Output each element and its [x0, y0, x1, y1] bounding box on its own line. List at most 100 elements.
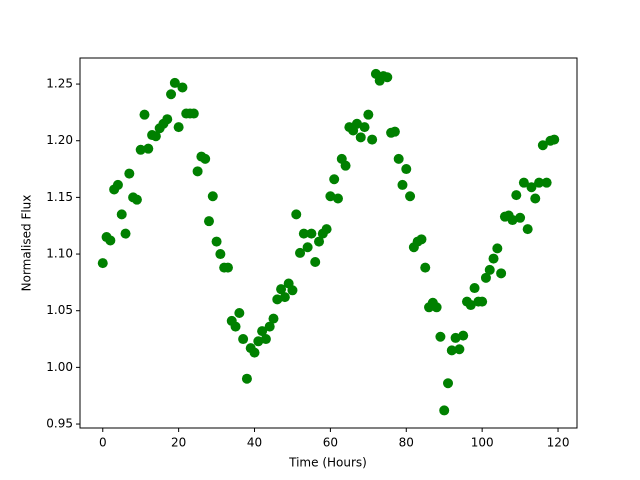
scatter-point: [389, 126, 400, 137]
scatter-point: [287, 285, 298, 296]
scatter-point: [484, 264, 495, 275]
scatter-point: [211, 236, 222, 247]
scatter-point: [534, 177, 545, 188]
y-tick-label: 1.05: [46, 303, 73, 317]
scatter-point: [302, 242, 313, 253]
scatter-point: [446, 345, 457, 356]
scatter-point: [188, 108, 199, 119]
x-tick-label: 40: [247, 436, 262, 450]
scatter-point: [120, 228, 131, 239]
scatter-point: [332, 193, 343, 204]
y-tick-label: 0.95: [46, 417, 73, 431]
y-tick-label: 1.25: [46, 77, 73, 91]
scatter-point: [143, 143, 154, 154]
scatter-point: [177, 82, 188, 93]
scatter-point: [351, 118, 362, 129]
scatter-point: [405, 191, 416, 202]
x-tick-label: 0: [99, 436, 107, 450]
scatter-point: [200, 153, 211, 164]
scatter-point: [291, 209, 302, 220]
scatter-point: [112, 179, 123, 190]
scatter-point: [306, 228, 317, 239]
scatter-point: [435, 331, 446, 342]
scatter-point: [439, 405, 450, 416]
scatter-point: [416, 234, 427, 245]
scatter-point: [420, 262, 431, 273]
scatter-point: [469, 283, 480, 294]
scatter-point: [215, 249, 226, 260]
scatter-point: [541, 177, 552, 188]
scatter-point: [234, 307, 245, 318]
scatter-point: [465, 300, 476, 311]
scatter-point: [515, 212, 526, 223]
scatter-point: [325, 191, 336, 202]
scatter-point: [431, 302, 442, 313]
x-tick-label: 20: [171, 436, 186, 450]
x-axis-label: Time (Hours): [288, 456, 367, 470]
scatter-point: [480, 272, 491, 283]
scatter-point: [253, 336, 264, 347]
scatter-point: [507, 215, 518, 226]
scatter-point: [477, 296, 488, 307]
scatter-point: [166, 89, 177, 100]
scatter-point: [203, 216, 214, 227]
scatter-point: [367, 134, 378, 145]
scatter-point: [518, 177, 529, 188]
scatter-point: [458, 330, 469, 341]
scatter-point: [116, 209, 127, 220]
scatter-point: [492, 243, 503, 254]
scatter-point: [105, 235, 116, 246]
scatter-point: [249, 347, 260, 358]
scatter-point: [260, 334, 271, 345]
scatter-point: [135, 144, 146, 155]
scatter-point: [241, 373, 252, 384]
x-tick-label: 60: [323, 436, 338, 450]
scatter-point: [488, 253, 499, 264]
scatter-point: [162, 114, 173, 125]
scatter-point: [295, 247, 306, 258]
scatter-point: [454, 344, 465, 355]
scatter-point: [511, 190, 522, 201]
scatter-point: [264, 321, 275, 332]
scatter-point: [537, 140, 548, 151]
x-tick-label: 120: [547, 436, 570, 450]
y-tick-label: 1.10: [46, 247, 73, 261]
scatter-point: [222, 262, 233, 273]
y-tick-label: 1.15: [46, 190, 73, 204]
scatter-point: [549, 134, 560, 145]
scatter-point: [173, 122, 184, 133]
scatter-point: [496, 268, 507, 279]
scatter-point: [169, 77, 180, 88]
scatter-point: [526, 182, 537, 193]
scatter-point: [363, 109, 374, 120]
y-tick-label: 1.20: [46, 133, 73, 147]
scatter-point: [230, 321, 241, 332]
scatter-point: [268, 313, 279, 324]
scatter-point: [522, 224, 533, 235]
scatter-point: [150, 131, 161, 142]
scatter-point: [340, 160, 351, 171]
scatter-point: [314, 236, 325, 247]
scatter-point: [238, 334, 249, 345]
scatter-point: [359, 122, 370, 133]
scatter-point: [443, 378, 454, 389]
scatter-point: [329, 174, 340, 185]
scatter-point: [298, 228, 309, 239]
x-tick-label: 100: [471, 436, 494, 450]
scatter-point: [321, 224, 332, 235]
scatter-point: [279, 292, 290, 303]
scatter-point: [355, 132, 366, 143]
scatter-point: [276, 284, 287, 295]
scatter-point: [393, 153, 404, 164]
scatter-point: [257, 326, 268, 337]
scatter-point: [139, 109, 150, 120]
scatter-point: [530, 193, 541, 204]
scatter-point: [207, 191, 218, 202]
x-tick-label: 80: [399, 436, 414, 450]
y-axis-label: Normalised Flux: [20, 195, 34, 292]
scatter-point: [401, 164, 412, 175]
scatter-point: [397, 179, 408, 190]
y-tick-label: 1.00: [46, 360, 73, 374]
scatter-point: [192, 166, 203, 177]
